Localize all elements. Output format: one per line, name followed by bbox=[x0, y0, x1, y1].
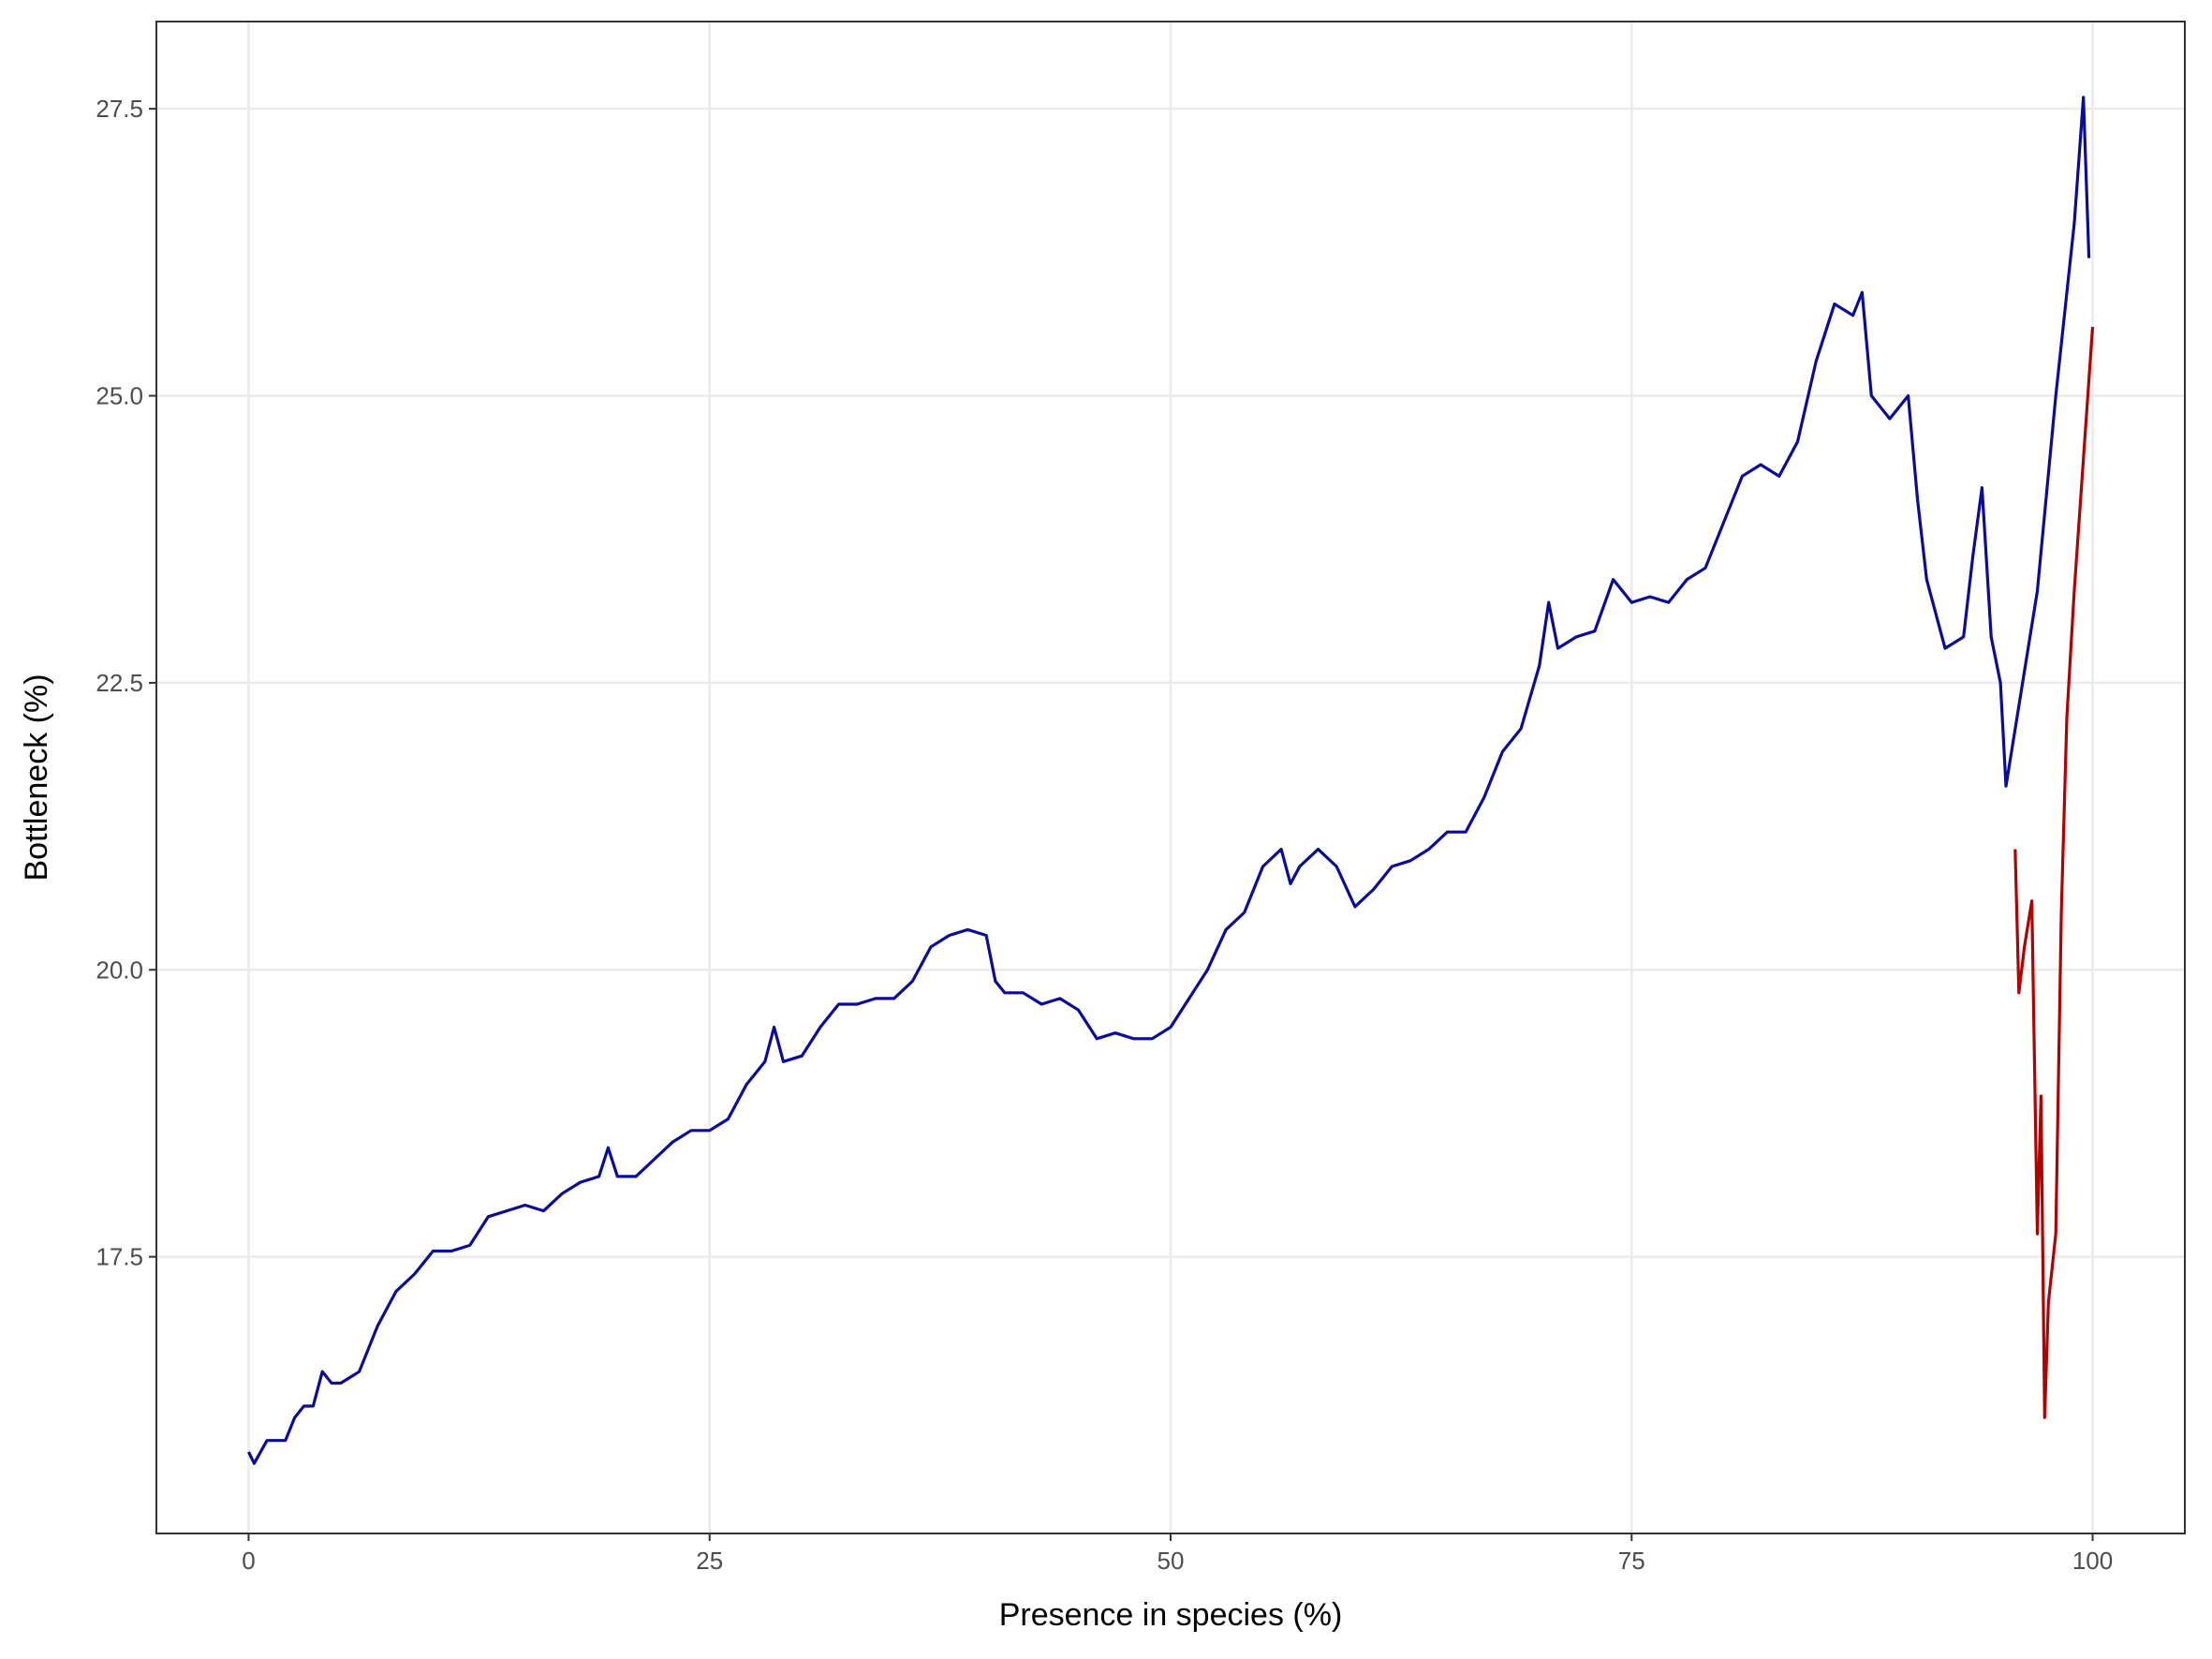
x-tick-label: 50 bbox=[1158, 1547, 1185, 1575]
plot-border bbox=[155, 21, 2186, 1534]
x-tick-label: 0 bbox=[242, 1547, 255, 1575]
x-tick-label: 100 bbox=[2072, 1547, 2113, 1575]
y-tick-label: 27.5 bbox=[96, 95, 143, 123]
x-tick-label: 75 bbox=[1618, 1547, 1645, 1575]
series-line bbox=[2013, 326, 2095, 1419]
y-tick-label: 22.5 bbox=[96, 669, 143, 697]
y-tick-label: 25.0 bbox=[96, 382, 143, 410]
y-tick-label: 20.0 bbox=[96, 955, 143, 984]
y-tick-label: 17.5 bbox=[96, 1243, 143, 1271]
x-tick-label: 25 bbox=[696, 1547, 723, 1575]
y-axis-title: Bottleneck (%) bbox=[19, 674, 54, 881]
series-line bbox=[247, 96, 2091, 1465]
x-axis-title: Presence in species (%) bbox=[999, 1597, 1343, 1633]
